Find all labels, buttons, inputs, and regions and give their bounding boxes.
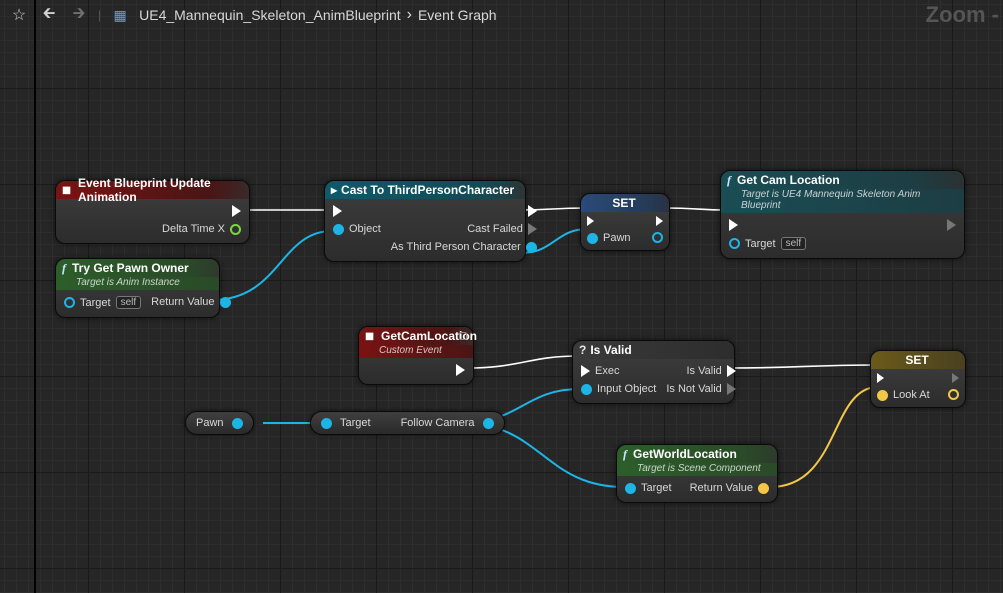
node-get-cam-location[interactable]: f Get Cam Location Target is UE4 Mannequ… — [720, 170, 965, 259]
function-icon: f — [727, 173, 731, 188]
self-box: self — [781, 237, 807, 250]
node-title: SET — [905, 353, 928, 367]
blueprint-icon[interactable]: ▦ — [109, 4, 131, 26]
pin-lookat[interactable]: Look At — [877, 389, 930, 401]
node-is-valid[interactable]: ? Is Valid Exec Input Object Is Valid Is… — [572, 340, 735, 404]
pin-out[interactable] — [948, 389, 959, 400]
function-icon: f — [62, 261, 66, 276]
node-set-pawn[interactable]: SET Pawn — [580, 193, 670, 251]
nav-back-icon[interactable]: 🡰 — [38, 4, 60, 26]
node-subtitle: Custom Event — [359, 345, 473, 358]
node-header: f Try Get Pawn Owner — [56, 259, 219, 277]
node-customevent-getcam[interactable]: ◆ GetCamLocation Custom Event — [358, 326, 474, 385]
pin-exec-out[interactable] — [948, 373, 959, 383]
node-header: ◆ Event Blueprint Update Animation — [56, 181, 249, 199]
cast-icon: ▸ — [331, 183, 337, 197]
breadcrumb-sep-icon: › — [407, 6, 412, 24]
self-box: self — [116, 296, 142, 309]
pin-exec-in[interactable] — [333, 205, 381, 217]
node-subtitle: Target is Anim Instance — [56, 277, 219, 290]
graph-left-border — [34, 0, 36, 593]
node-header: f Get Cam Location — [721, 171, 964, 189]
pin-cast-failed[interactable]: Cast Failed — [391, 223, 537, 235]
pin-exec-out[interactable] — [947, 219, 956, 231]
pin-delta-time[interactable]: Delta Time X — [162, 223, 241, 235]
pin-pawn[interactable]: Pawn — [587, 232, 631, 244]
var-get-follow-camera[interactable]: Target Follow Camera — [310, 411, 505, 435]
pin-is-valid[interactable]: Is Valid — [666, 365, 735, 377]
node-header: ? Is Valid — [573, 341, 734, 359]
pin-exec-in[interactable] — [877, 373, 930, 383]
breadcrumb-sub[interactable]: Event Graph — [418, 7, 497, 23]
pin-in[interactable] — [321, 418, 332, 429]
pin-input-object[interactable]: Input Object — [581, 383, 656, 395]
macro-icon: ? — [579, 343, 586, 357]
node-set-lookat[interactable]: SET Look At — [870, 350, 966, 408]
pin-return-value[interactable]: Return Value — [151, 296, 230, 308]
node-header: ◆ GetCamLocation — [359, 327, 473, 345]
pin-exec-in[interactable] — [729, 219, 806, 231]
pin-exec-in[interactable]: Exec — [581, 365, 656, 377]
event-icon: ◆ — [361, 327, 379, 345]
node-title: SET — [612, 196, 635, 210]
var-out-label: Follow Camera — [401, 417, 475, 429]
pin-exec-out[interactable] — [456, 364, 465, 376]
pin-target[interactable]: Target self — [64, 296, 141, 309]
pin-target[interactable]: Target self — [729, 237, 806, 250]
node-title: Cast To ThirdPersonCharacter — [341, 183, 514, 197]
pin-exec-out[interactable] — [652, 216, 663, 226]
node-header: SET — [581, 194, 669, 212]
node-header: f GetWorldLocation — [617, 445, 777, 463]
node-subtitle: Target is Scene Component — [617, 463, 777, 476]
pin-target[interactable]: Target — [625, 482, 672, 494]
node-subtitle: Target is UE4 Mannequin Skeleton Anim Bl… — [721, 189, 964, 213]
node-expand-icon[interactable] — [459, 332, 467, 340]
pin-is-not-valid[interactable]: Is Not Valid — [666, 383, 735, 395]
pin-object[interactable]: Object — [333, 223, 381, 235]
event-icon: ◆ — [58, 181, 76, 199]
node-title: Event Blueprint Update Animation — [78, 176, 241, 204]
node-title: Get Cam Location — [737, 173, 840, 187]
pin-exec-in[interactable] — [587, 216, 631, 226]
node-event-update[interactable]: ◆ Event Blueprint Update Animation Delta… — [55, 180, 250, 244]
breadcrumb: UE4_Mannequin_Skeleton_AnimBlueprint › E… — [139, 6, 496, 24]
pin-exec-out[interactable] — [162, 205, 241, 217]
pin-out[interactable] — [232, 418, 243, 429]
node-title: GetWorldLocation — [633, 447, 737, 461]
node-try-pawn-owner[interactable]: f Try Get Pawn Owner Target is Anim Inst… — [55, 258, 220, 318]
pin-exec-out[interactable] — [391, 205, 537, 217]
var-get-pawn[interactable]: Pawn — [185, 411, 254, 435]
node-title: Try Get Pawn Owner — [72, 261, 189, 275]
node-cast-thirdperson[interactable]: ▸ Cast To ThirdPersonCharacter Object Ca… — [324, 180, 526, 262]
graph-toolbar: ☆ 🡰 🡲 | ▦ UE4_Mannequin_Skeleton_AnimBlu… — [0, 0, 1003, 30]
node-title: Is Valid — [590, 343, 631, 357]
pin-out[interactable] — [652, 232, 663, 243]
node-header: ▸ Cast To ThirdPersonCharacter — [325, 181, 525, 199]
node-get-world-location[interactable]: f GetWorldLocation Target is Scene Compo… — [616, 444, 778, 503]
function-icon: f — [623, 447, 627, 462]
favorite-icon[interactable]: ☆ — [8, 4, 30, 26]
pin-return-value[interactable]: Return Value — [690, 482, 769, 494]
breadcrumb-main[interactable]: UE4_Mannequin_Skeleton_AnimBlueprint — [139, 7, 401, 23]
var-label: Pawn — [196, 417, 224, 429]
pin-out[interactable] — [483, 418, 494, 429]
node-header: SET — [871, 351, 965, 369]
pin-as-character[interactable]: As Third Person Character — [391, 241, 537, 253]
var-in-label: Target — [340, 417, 371, 429]
nav-forward-icon[interactable]: 🡲 — [68, 4, 90, 26]
